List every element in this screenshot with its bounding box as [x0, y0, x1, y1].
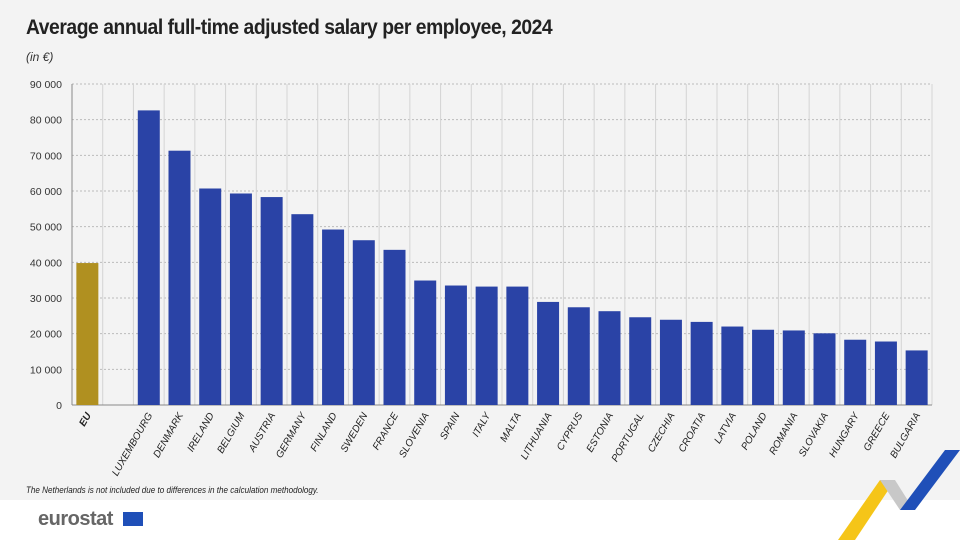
chart-background [0, 0, 960, 500]
bar-greece [874, 341, 897, 405]
y-tick-label: 60 000 [30, 186, 62, 198]
bar-estonia [598, 311, 621, 405]
eurostat-logo: eurostat [38, 508, 113, 530]
x-tick-label: PORTUGAL [610, 411, 647, 464]
bar-france [383, 249, 406, 405]
bar-finland [322, 229, 345, 405]
bar-bulgaria [905, 350, 928, 405]
bar-austria [260, 197, 283, 405]
x-tick-label: FRANCE [371, 411, 401, 452]
x-tick-label: AUSTRIA [247, 411, 279, 455]
bar-lithuania [537, 301, 560, 405]
x-tick-label: SLOVENIA [397, 411, 432, 460]
x-tick-label: ESTONIA [585, 411, 617, 455]
bar-luxembourg [137, 110, 160, 405]
y-tick-label: 70 000 [30, 150, 62, 162]
y-tick-label: 90 000 [30, 79, 62, 91]
bar-latvia [721, 326, 744, 405]
x-tick-label: FINLAND [309, 411, 340, 454]
x-tick-label: SPAIN [438, 410, 463, 442]
bar-germany [291, 214, 314, 405]
y-tick-label: 80 000 [30, 115, 62, 127]
y-tick-label: 50 000 [30, 222, 62, 234]
x-tick-label: POLAND [740, 411, 770, 452]
bar-ireland [199, 188, 222, 405]
chart-unit: (in €) [26, 50, 54, 64]
x-tick-label: LITHUANIA [519, 411, 555, 462]
x-tick-label: BELGIUM [215, 410, 247, 455]
x-tick-label: GERMANY [274, 410, 309, 460]
x-tick-label: IRELAND [186, 411, 217, 454]
bar-denmark [168, 150, 191, 405]
bar-croatia [690, 321, 713, 405]
bar-slovenia [414, 280, 437, 405]
y-tick-label: 30 000 [30, 293, 62, 305]
x-tick-label: LATVIA [713, 411, 740, 446]
y-tick-label: 0 [56, 400, 62, 412]
bar-poland [752, 329, 775, 405]
chart-title: Average annual full-time adjusted salary… [26, 16, 553, 39]
bar-chart: 0 10 000 20 000 30 000 40 000 50 000 60 000 70 … [30, 79, 933, 478]
bar-eu [76, 263, 99, 405]
x-tick-label: CYPRUS [555, 411, 586, 453]
bar-portugal [629, 317, 652, 405]
bar-malta [506, 286, 529, 405]
eu-flag-icon [123, 512, 143, 526]
bar-slovakia [813, 333, 836, 405]
bar-spain [444, 285, 467, 405]
y-tick-label: 20 000 [30, 329, 62, 341]
x-tick-label: EU [77, 410, 94, 428]
x-tick-label: CZECHIA [646, 411, 678, 455]
x-tick-label: LUXEMBOURG [110, 411, 155, 478]
y-tick-label: 10 000 [30, 364, 62, 376]
bar-hungary [844, 339, 867, 405]
x-tick-label: CROATIA [677, 411, 709, 455]
y-tick-label: 40 000 [30, 257, 62, 269]
bar-belgium [229, 193, 252, 405]
x-tick-label: ROMANIA [768, 411, 801, 457]
bar-romania [782, 330, 805, 405]
footnote: The Netherlands is not included due to d… [26, 485, 319, 496]
x-tick-label: ITALY [471, 410, 494, 439]
bar-cyprus [567, 307, 590, 405]
bar-italy [475, 286, 498, 405]
x-tick-label: MALTA [498, 411, 524, 444]
bar-sweden [352, 240, 375, 405]
decorative-ribbon-icon [838, 450, 960, 540]
x-tick-label: SWEDEN [339, 410, 371, 454]
bar-czechia [659, 319, 682, 405]
x-tick-label: DENMARK [152, 410, 187, 460]
